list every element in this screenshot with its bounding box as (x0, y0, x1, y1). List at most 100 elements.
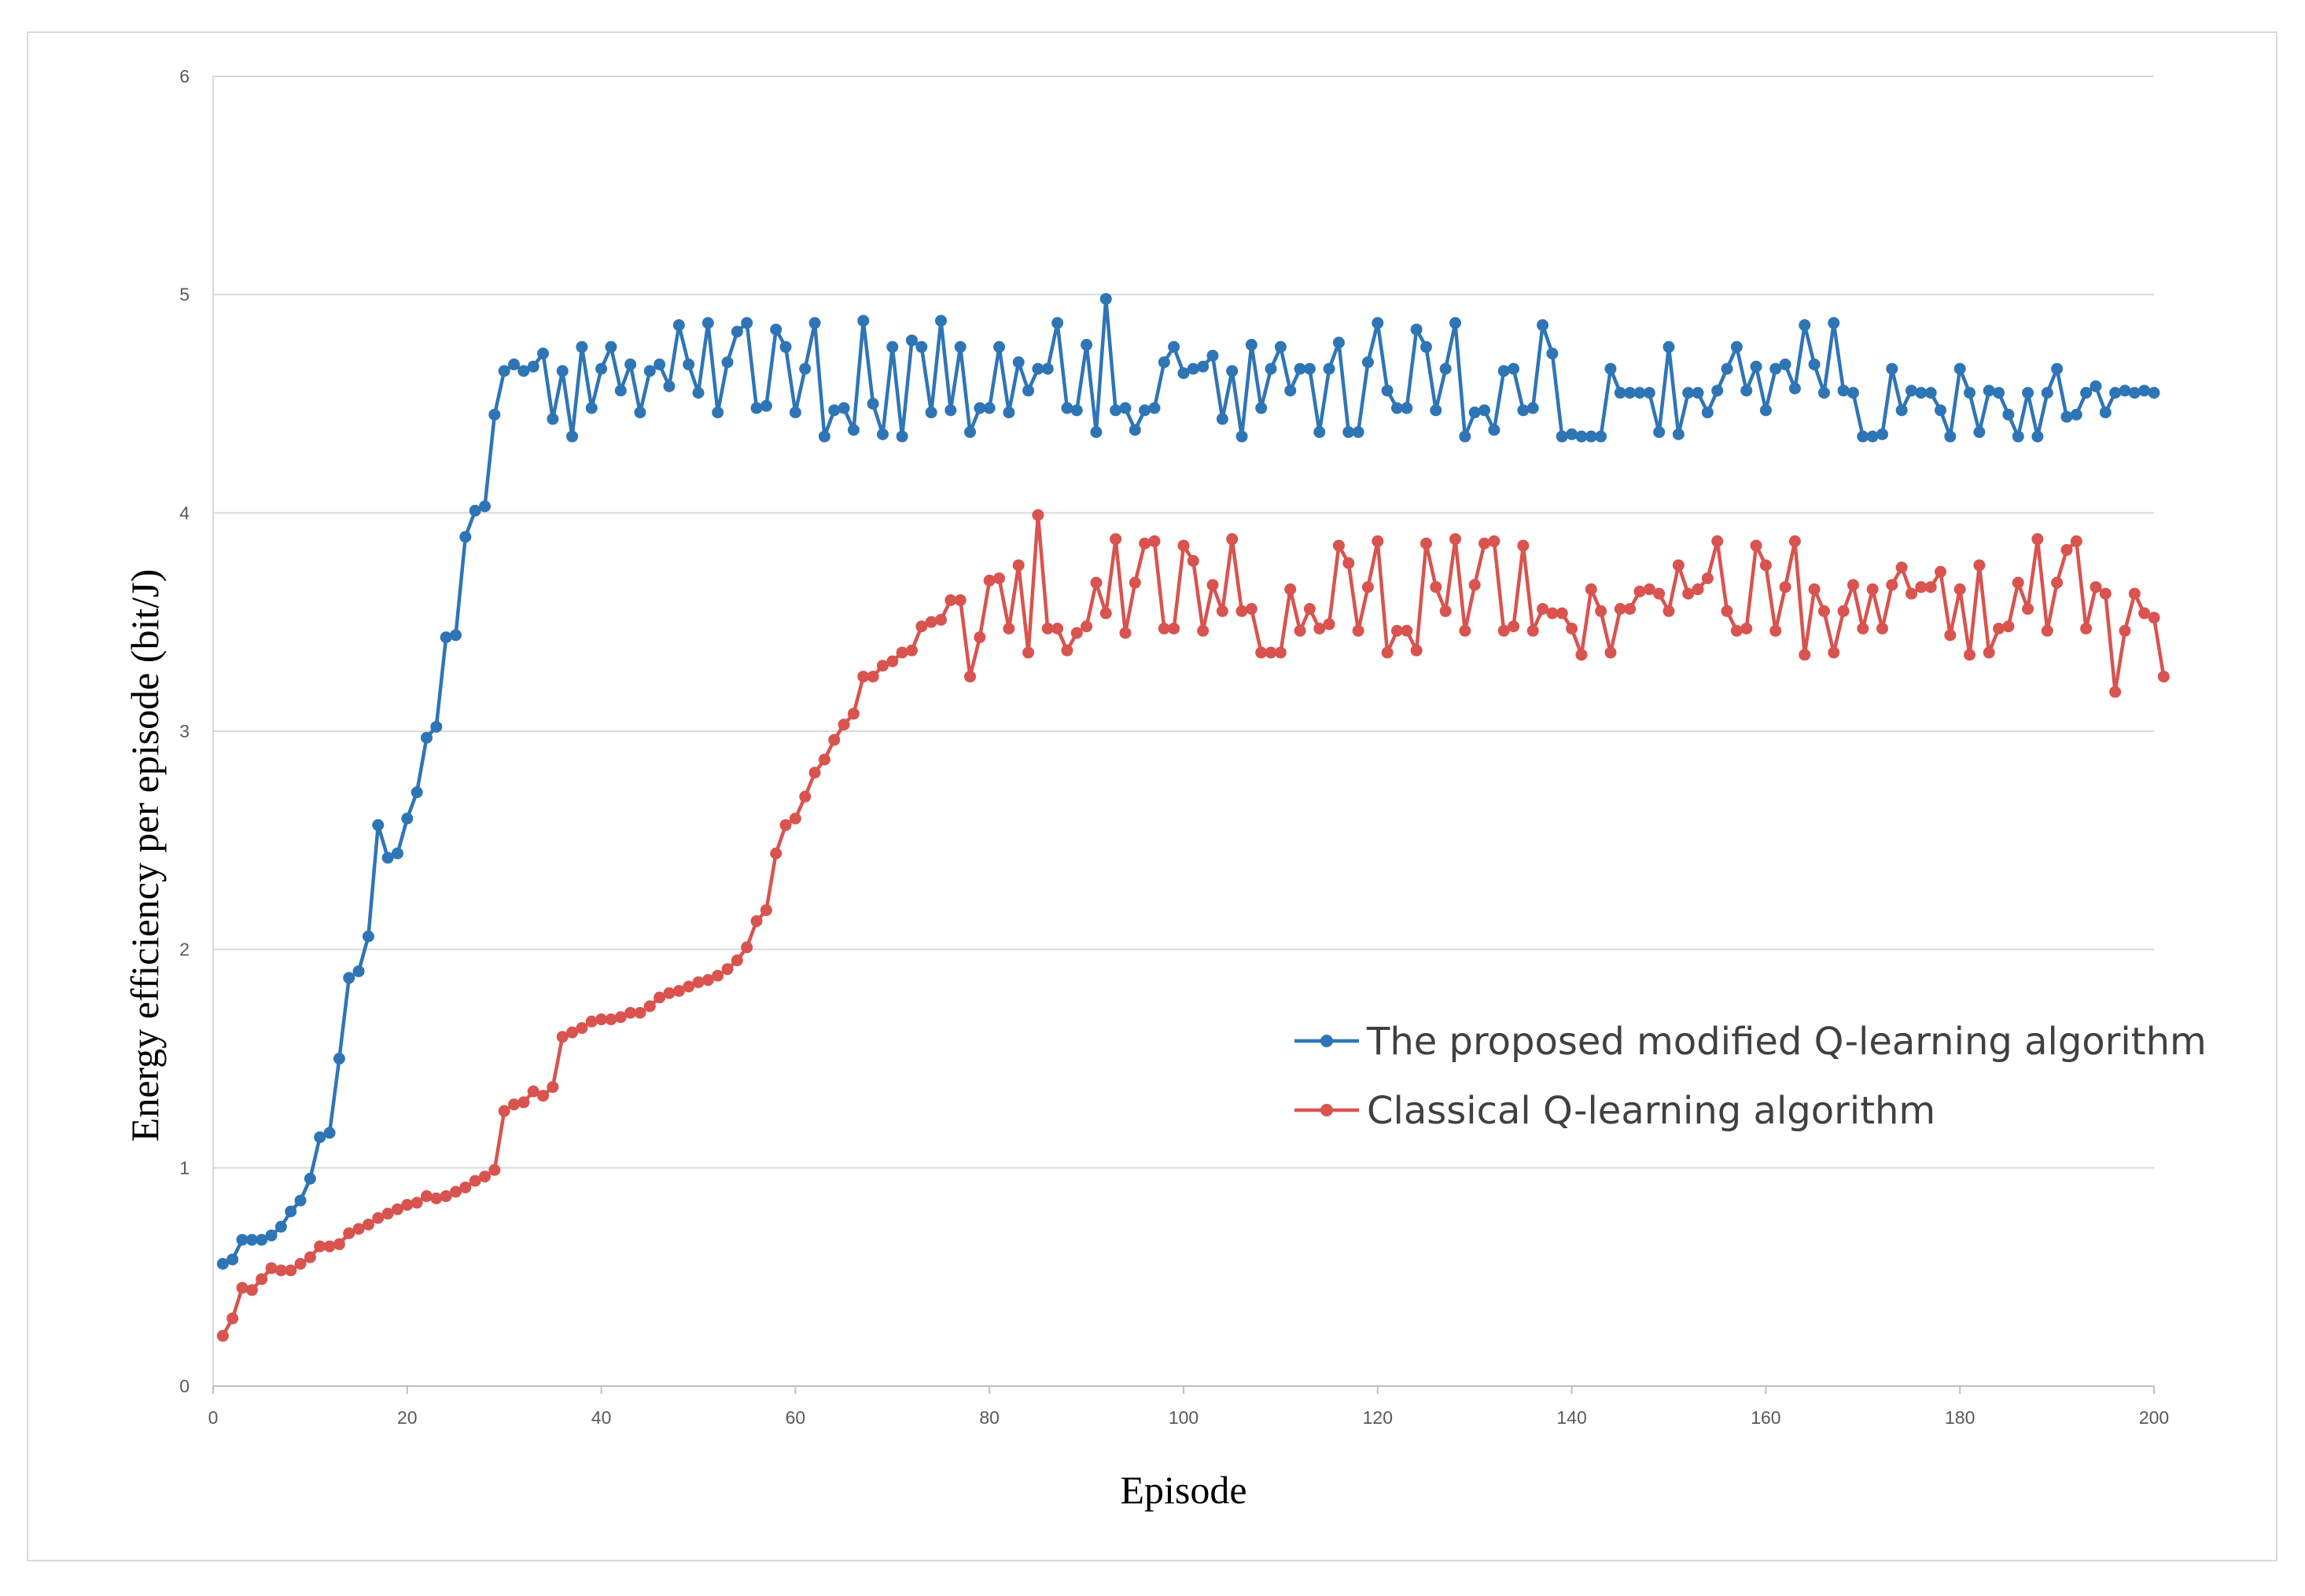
y-axis-title: Energy efficiency per episode (bit/J) (123, 569, 167, 1142)
series-2-point-154 (1701, 572, 1714, 585)
series-1-point-40 (595, 362, 608, 375)
legend-marker-2 (1320, 1104, 1333, 1116)
series-1-point-196 (2109, 387, 2122, 399)
series-1-point-6 (265, 1229, 278, 1241)
series-2-point-141 (1575, 649, 1588, 661)
series-1-point-147 (1633, 387, 1646, 399)
series-1-point-130 (1468, 406, 1481, 419)
series-2-point-54 (731, 954, 743, 967)
series-1-point-94 (1119, 402, 1132, 414)
series-2-point-17 (372, 1212, 385, 1224)
series-2-point-158 (1740, 622, 1753, 634)
series-1-point-109 (1265, 362, 1277, 375)
series-2-point-24 (440, 1190, 452, 1202)
legend-marker-1 (1320, 1035, 1333, 1047)
series-2-point-107 (1245, 603, 1257, 616)
series-2-point-136 (1526, 624, 1539, 637)
series-1-point-44 (634, 406, 646, 419)
series-2-point-89 (1070, 627, 1083, 639)
series-1-point-92 (1099, 292, 1112, 305)
series-1-point-100 (1177, 367, 1190, 380)
y-tick-label-1: 1 (179, 1157, 190, 1178)
series-1-point-60 (789, 406, 801, 419)
series-1-point-132 (1488, 424, 1500, 436)
series-2-point-146 (1624, 603, 1637, 616)
series-2-point-66 (847, 708, 860, 720)
series-1-point-183 (1983, 384, 1995, 397)
y-tick-label-0: 0 (179, 1376, 190, 1396)
series-2-point-113 (1303, 603, 1316, 616)
series-1-point-191 (2060, 410, 2073, 423)
series-1-point-41 (605, 340, 617, 353)
series-2-point-121 (1381, 646, 1394, 659)
series-2-point-159 (1750, 539, 1762, 552)
legend-label-2: Classical Q-learning algorithm (1367, 1089, 1935, 1133)
series-1-point-149 (1653, 426, 1666, 439)
series-1-point-185 (2002, 408, 2015, 421)
series-2-point-134 (1508, 620, 1520, 633)
series-1-point-5 (256, 1234, 268, 1246)
series-2-point-108 (1255, 646, 1268, 659)
series-2-point-3 (236, 1282, 249, 1294)
series-2-point-102 (1197, 624, 1210, 637)
series-1-point-152 (1682, 387, 1695, 399)
series-1-point-120 (1372, 317, 1384, 329)
series-2-point-122 (1390, 624, 1403, 637)
series-1-point-20 (401, 812, 414, 825)
series-2-point-71 (896, 646, 908, 659)
series-2-point-199 (2138, 607, 2151, 620)
series-1-point-173 (1886, 362, 1898, 375)
series-1-point-32 (517, 365, 530, 377)
y-tick-label-2: 2 (179, 940, 190, 960)
series-2-point-92 (1099, 607, 1112, 620)
series-1-point-10 (304, 1172, 316, 1185)
series-1-point-61 (799, 362, 812, 375)
series-2-point-70 (886, 655, 899, 667)
series-1-point-180 (1953, 362, 1966, 375)
series-2-point-31 (508, 1098, 521, 1111)
series-2-point-33 (527, 1085, 539, 1098)
series-2-point-5 (256, 1273, 268, 1285)
series-1-point-33 (527, 360, 539, 373)
y-tick-label-5: 5 (179, 285, 190, 305)
series-2-point-75 (935, 613, 947, 626)
series-1-point-118 (1352, 426, 1364, 439)
series-1-point-76 (944, 404, 957, 417)
series-2-point-64 (828, 734, 841, 746)
series-2-point-13 (333, 1238, 345, 1251)
series-1-point-88 (1061, 402, 1073, 414)
series-1-point-142 (1585, 430, 1597, 443)
series-2-point-187 (2022, 603, 2034, 616)
series-1-point-177 (1924, 387, 1937, 399)
x-tick-label-80: 80 (979, 1407, 1000, 1428)
series-1-point-102 (1197, 360, 1210, 373)
series-1-point-39 (585, 402, 598, 414)
series-1-point-158 (1740, 384, 1753, 397)
series-1-point-89 (1070, 404, 1083, 417)
series-1-point-26 (459, 531, 472, 543)
series-2-point-47 (663, 987, 676, 999)
series-2-point-26 (459, 1181, 472, 1193)
series-2-point-140 (1566, 622, 1578, 634)
series-1-point-157 (1730, 340, 1743, 353)
series-1-point-148 (1643, 387, 1655, 399)
series-1-point-164 (1799, 319, 1811, 332)
series-2-point-82 (1003, 622, 1015, 634)
series-1-point-8 (285, 1205, 297, 1218)
series-2-point-19 (391, 1203, 403, 1215)
series-1-point-14 (343, 972, 355, 984)
series-1-point-151 (1672, 428, 1685, 440)
series-2-point-2 (226, 1312, 239, 1325)
series-1-point-4 (245, 1234, 258, 1246)
x-tick-label-40: 40 (591, 1407, 612, 1428)
series-2-point-183 (1983, 646, 1995, 659)
series-1-point-66 (847, 424, 860, 436)
series-2-point-12 (323, 1240, 336, 1252)
series-1-point-90 (1081, 339, 1093, 351)
series-1-point-192 (2070, 408, 2082, 421)
series-1-point-111 (1284, 384, 1297, 397)
series-1-point-117 (1342, 426, 1355, 439)
series-2-point-192 (2070, 535, 2082, 547)
series-2-point-100 (1177, 539, 1190, 552)
